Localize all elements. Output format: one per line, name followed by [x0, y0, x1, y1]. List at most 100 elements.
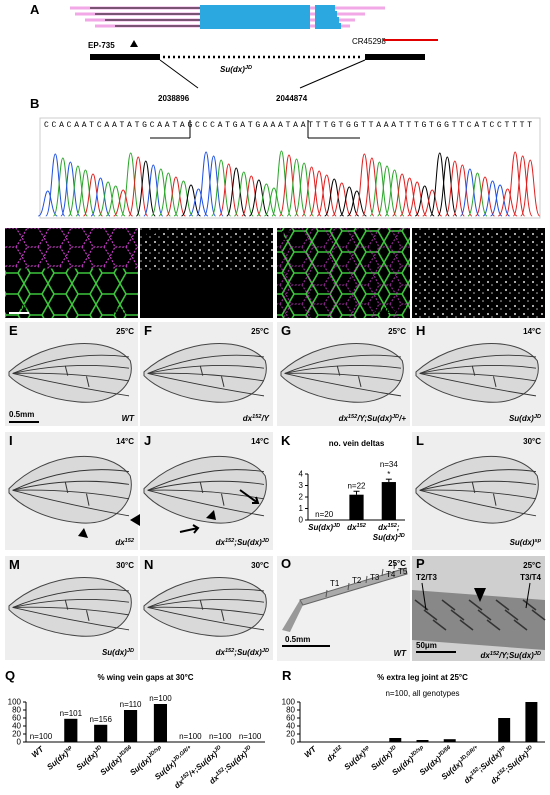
leg [282, 600, 304, 632]
trace-peak [339, 186, 360, 217]
trace-peak [105, 185, 126, 217]
panel-letter: F [144, 323, 152, 338]
y-tick-label: 60 [286, 714, 295, 723]
temperature-label: 25°C [388, 327, 406, 336]
wing-vein [12, 364, 130, 374]
bristle [486, 619, 501, 631]
y-tick-label: 40 [286, 722, 295, 731]
joint-label: T3/T4 [520, 573, 541, 582]
trace-peak [475, 176, 495, 217]
y-tick-label: 40 [12, 722, 21, 731]
panel-letter: B [30, 96, 39, 111]
superscript: JD [127, 648, 134, 654]
panel-letter: C′ [144, 228, 157, 243]
arrow [239, 489, 260, 504]
stain [5, 228, 138, 269]
trace-peak [512, 155, 533, 217]
trace-peak [490, 184, 510, 217]
trace-peak [437, 156, 458, 217]
trace-peak [233, 171, 254, 217]
wing-vein [147, 606, 265, 616]
text-run: dx [216, 538, 226, 547]
n-label: n=100 [179, 732, 202, 741]
temperature-label: 14°C [523, 327, 541, 336]
bristle [432, 619, 447, 631]
gene-bar [365, 54, 425, 60]
bristle [459, 619, 474, 631]
wing-vein [12, 588, 130, 608]
trace-peak [45, 153, 66, 217]
exon [315, 23, 341, 29]
n-label: n=20 [315, 510, 334, 519]
trace-peak [505, 151, 526, 217]
n-label: n=100 [209, 732, 232, 741]
bar [498, 718, 511, 742]
trace-peak [467, 172, 488, 217]
superscript: JD/56 [118, 744, 134, 759]
chart-note: n=100, all genotypes [385, 689, 459, 698]
wing [143, 455, 267, 524]
panel-letter: E [9, 323, 18, 338]
wing-vein [147, 489, 265, 517]
trace-peak [38, 190, 58, 217]
panel-letter: N [144, 557, 153, 572]
wing [143, 343, 267, 403]
exon [315, 17, 339, 23]
trace-peak [60, 161, 81, 217]
wing-vein [12, 489, 130, 517]
bristle [423, 609, 438, 621]
genotype-label: Su(dx)JD [102, 306, 134, 315]
sequence-text: CCACAATCAATATGCAATAGCCCATGATGAAATAATTTGT… [44, 121, 532, 130]
cross-vein [358, 376, 362, 388]
y-tick-label: 0 [299, 516, 304, 525]
genotype-label: dx152;Su(dx)JD [216, 538, 269, 547]
temperature-label: 25°C [388, 559, 406, 568]
bristle [504, 609, 519, 621]
genotype-label: Su(dx)JD [102, 648, 134, 657]
trace-peak [301, 166, 322, 217]
wing-vein [12, 372, 130, 382]
superscript: JD [262, 538, 269, 544]
trace-peak [399, 177, 420, 217]
wing-vein [147, 372, 265, 397]
text-run: ;Su(dx) [234, 648, 262, 657]
bristle [513, 619, 528, 631]
exon [200, 5, 310, 11]
wing [415, 343, 539, 403]
panel-letter: H [416, 323, 425, 338]
trace-peak [429, 152, 450, 217]
wing-vein [419, 480, 537, 491]
x-tick-label: dx152 [325, 744, 346, 763]
superscript: JD [534, 651, 541, 657]
arrowhead [130, 514, 140, 526]
trace-peak [309, 170, 330, 217]
text-run: Su(dx) [373, 533, 398, 542]
bristle [441, 599, 456, 611]
trace-peak [279, 154, 299, 217]
trace-peak [347, 190, 367, 217]
superscript: JD [213, 745, 222, 754]
cross-vein [221, 376, 225, 388]
bar [443, 739, 456, 742]
superscript: JD,GR/+ [459, 744, 480, 763]
text-run: dx [378, 523, 388, 532]
text-run: dx [347, 523, 357, 532]
trace-peak [407, 181, 428, 217]
segment-label: T2 [352, 576, 362, 585]
wing [8, 577, 132, 637]
wing-vein [147, 354, 265, 374]
text-run: ; [397, 523, 400, 532]
trace-peak [316, 174, 337, 217]
panel-letter: O [281, 556, 291, 571]
text-run: Su(dx) [374, 306, 399, 315]
arrowhead [474, 588, 486, 602]
y-tick-label: 20 [12, 730, 21, 739]
genotype-label: dx152/Y;Su(dx)JD [480, 651, 541, 660]
joint [325, 589, 328, 598]
n-label: n=100 [149, 694, 172, 703]
cross-vein [471, 365, 476, 376]
cross-vein [199, 481, 204, 493]
trace-peak [369, 161, 390, 217]
gene-bar [90, 54, 160, 60]
segment-label: T4 [386, 570, 396, 579]
